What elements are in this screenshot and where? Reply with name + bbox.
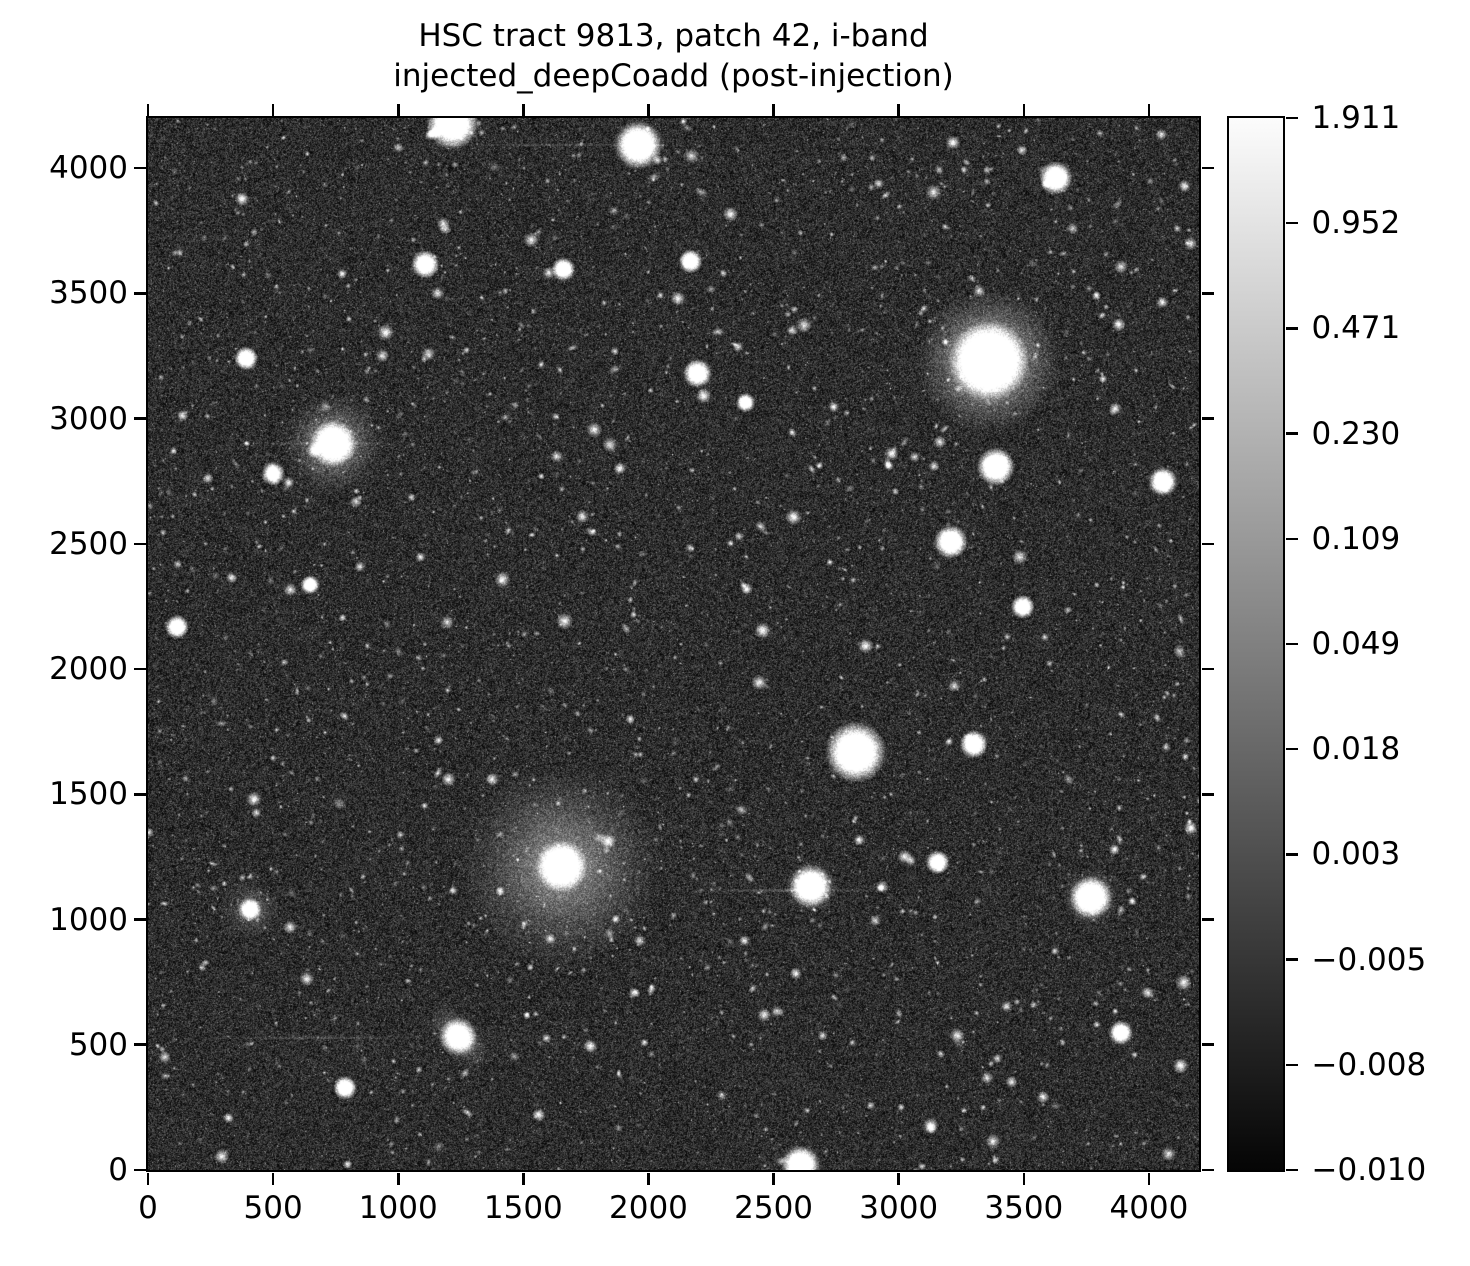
- x-tick-mark: [647, 1172, 650, 1185]
- colorbar-tick-label: 0.109: [1311, 520, 1401, 557]
- y-tick-label: 3000: [49, 400, 128, 437]
- colorbar-tick-mark: [1285, 642, 1298, 646]
- x-tick-mark: [1147, 1172, 1151, 1185]
- y-tick-label: 0: [108, 1152, 128, 1188]
- y-tick-mark: [133, 1168, 146, 1172]
- y-tick-mark: [133, 292, 146, 295]
- x-tick-mark-top: [396, 103, 400, 116]
- x-tick-label: 3500: [984, 1190, 1064, 1226]
- x-tick-mark-top: [772, 103, 775, 116]
- colorbar-tick-mark: [1285, 221, 1298, 225]
- colorbar-tick-mark: [1285, 537, 1298, 541]
- x-tick-mark-top: [522, 103, 525, 116]
- colorbar-gradient: [1228, 117, 1283, 1170]
- y-tick-mark: [133, 417, 146, 420]
- y-tick-mark-right: [1201, 1168, 1214, 1172]
- colorbar-tick-mark: [1285, 853, 1298, 856]
- y-tick-mark: [133, 792, 146, 796]
- colorbar-tick-mark: [1285, 958, 1298, 961]
- colorbar-tick-label: 0.952: [1311, 205, 1401, 242]
- colorbar-tick-label: 0.049: [1311, 626, 1401, 662]
- x-tick-label: 500: [243, 1190, 303, 1226]
- y-tick-mark: [133, 918, 146, 921]
- y-tick-label: 4000: [49, 150, 128, 187]
- x-tick-label: 1500: [483, 1190, 563, 1226]
- y-tick-mark-right: [1201, 417, 1214, 420]
- colorbar-tick-mark: [1285, 327, 1298, 330]
- x-tick-mark-top: [647, 103, 650, 116]
- y-tick-mark-right: [1201, 292, 1214, 295]
- plot-axes-frame: [145, 115, 1201, 1172]
- y-tick-label: 2000: [49, 651, 128, 688]
- colorbar-tick-label: −0.010: [1311, 1152, 1427, 1188]
- y-tick-label: 1500: [49, 776, 128, 813]
- x-tick-mark-top: [146, 103, 150, 116]
- x-tick-label: 1000: [358, 1190, 438, 1226]
- colorbar-tick-label: 0.230: [1311, 415, 1401, 452]
- colorbar-tick-mark: [1285, 1168, 1298, 1172]
- x-tick-label: 0: [138, 1190, 158, 1226]
- y-tick-mark-right: [1201, 166, 1214, 170]
- x-tick-label: 4000: [1109, 1190, 1189, 1226]
- y-tick-label: 2500: [49, 525, 128, 562]
- y-tick-label: 500: [68, 1026, 128, 1063]
- colorbar-tick-label: 0.003: [1311, 836, 1401, 873]
- colorbar-tick-label: 0.471: [1311, 310, 1401, 347]
- colorbar: [1226, 115, 1285, 1172]
- colorbar-tick-label: 1.911: [1311, 100, 1401, 136]
- plot-title-line-1: HSC tract 9813, patch 42, i-band: [418, 18, 929, 54]
- colorbar-tick-label: −0.005: [1311, 941, 1427, 978]
- y-tick-mark: [133, 542, 146, 546]
- y-tick-mark-right: [1201, 667, 1214, 671]
- colorbar-tick-label: 0.018: [1311, 731, 1401, 768]
- x-tick-label: 2500: [734, 1190, 814, 1226]
- y-tick-mark-right: [1201, 1043, 1214, 1047]
- plot-title-line-2: injected_deepCoadd (post-injection): [393, 58, 954, 94]
- x-tick-mark: [396, 1172, 400, 1185]
- y-tick-label: 3500: [49, 275, 128, 312]
- x-tick-mark: [271, 1172, 275, 1185]
- y-tick-mark-right: [1201, 542, 1214, 546]
- x-tick-mark-top: [897, 103, 900, 116]
- plot-title: HSC tract 9813, patch 42, i-band injecte…: [148, 16, 1199, 96]
- x-tick-label: 3000: [859, 1190, 939, 1226]
- x-tick-mark: [897, 1172, 900, 1185]
- x-tick-mark: [772, 1172, 775, 1185]
- y-tick-mark-right: [1201, 918, 1214, 921]
- y-tick-mark: [133, 667, 146, 671]
- y-tick-mark: [133, 1043, 146, 1047]
- colorbar-tick-mark: [1285, 116, 1298, 120]
- colorbar-tick-label: −0.008: [1311, 1046, 1427, 1083]
- colorbar-tick-mark: [1285, 747, 1298, 751]
- x-tick-mark: [1022, 1172, 1026, 1185]
- sky-image: [148, 118, 1199, 1170]
- x-tick-mark: [146, 1172, 150, 1185]
- y-tick-mark: [133, 166, 146, 170]
- x-tick-label: 2000: [609, 1190, 688, 1226]
- y-tick-label: 1000: [49, 901, 128, 938]
- x-tick-mark-top: [1147, 103, 1151, 116]
- colorbar-tick-mark: [1285, 432, 1298, 435]
- x-tick-mark-top: [271, 103, 275, 116]
- y-tick-mark-right: [1201, 792, 1214, 796]
- colorbar-tick-mark: [1285, 1063, 1298, 1067]
- x-tick-mark: [522, 1172, 525, 1185]
- x-tick-mark-top: [1022, 103, 1026, 116]
